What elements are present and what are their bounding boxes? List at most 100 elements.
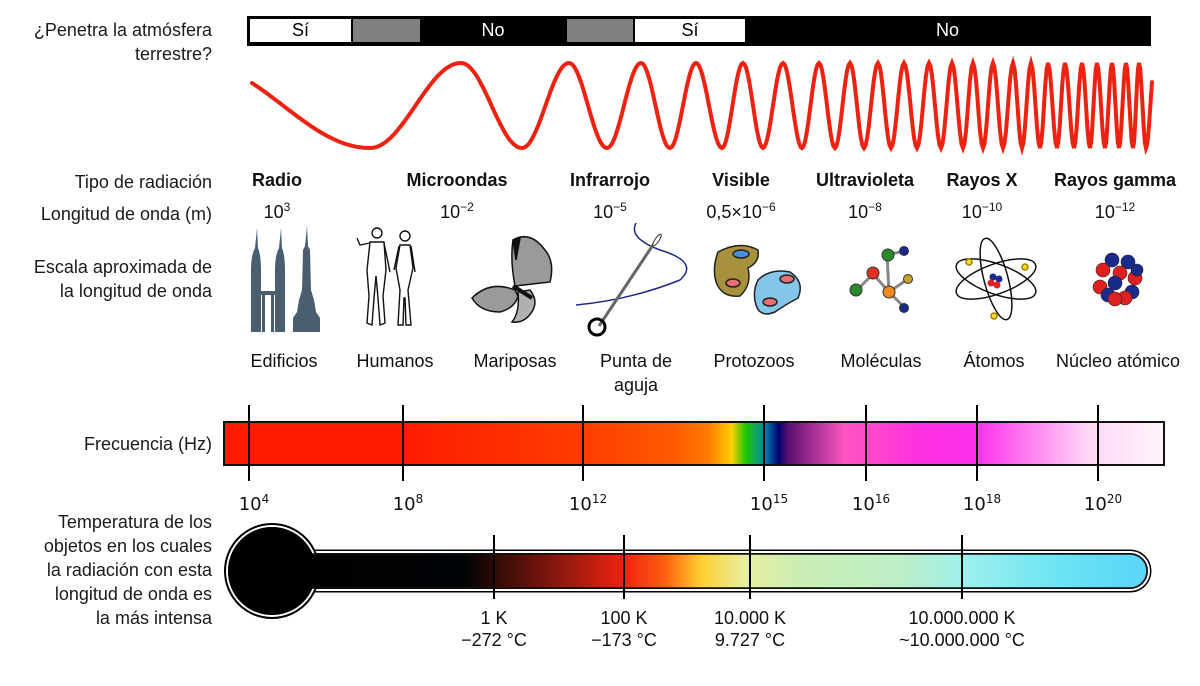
temperature-celsius: 9.727 °C bbox=[714, 630, 786, 650]
atom-icon bbox=[955, 237, 1037, 321]
frequency-tick-label: 1015 bbox=[750, 492, 788, 515]
atmosphere-segment: No bbox=[420, 19, 566, 42]
temperature-tick-label: 10.000.000 K ~10.000.000 °C bbox=[899, 607, 1025, 651]
buildings-icon bbox=[251, 226, 320, 332]
temperature-tick-label: 10.000 K 9.727 °C bbox=[714, 607, 786, 651]
temperature-kelvin: 1 K bbox=[480, 608, 508, 628]
wavelength-exponent: −2 bbox=[460, 200, 474, 214]
atmosphere-segment bbox=[567, 19, 633, 42]
scale-example-label: Protozoos bbox=[713, 349, 794, 373]
frequency-base: 10 bbox=[851, 494, 875, 515]
wavelength-base: 10 bbox=[961, 202, 982, 222]
atmosphere-penetration-bar: Sí No Sí No bbox=[247, 16, 1151, 46]
wave-chirp bbox=[250, 55, 1154, 156]
frequency-exponent: 16 bbox=[874, 492, 891, 506]
temperature-kelvin: 10.000.000 K bbox=[908, 608, 1016, 628]
frequency-tick-label: 108 bbox=[393, 492, 424, 515]
scale-example-label: Punta de aguja bbox=[600, 349, 672, 397]
scale-example-label: Edificios bbox=[250, 349, 317, 373]
temperature-celsius: ~10.000.000 °C bbox=[899, 630, 1025, 650]
temperature-label: Temperatura de los objetos en los cuales… bbox=[0, 510, 212, 630]
wavelength-base: 10 bbox=[848, 202, 869, 222]
wavelength-value: 10−8 bbox=[848, 200, 882, 223]
frequency-exponent: 8 bbox=[415, 492, 424, 506]
wavelength-base: 10 bbox=[593, 202, 614, 222]
radiation-type-name: Rayos X bbox=[946, 170, 1018, 190]
frequency-label: Frecuencia (Hz) bbox=[83, 434, 212, 454]
scale-example-line: Núcleo atómico bbox=[1055, 351, 1181, 371]
frequency-exponent: 4 bbox=[261, 492, 270, 506]
wavelength-base: 0,5×10 bbox=[706, 202, 762, 222]
scale-label-line: Escala aproximada de bbox=[33, 257, 212, 277]
frequency-exponent: 18 bbox=[985, 492, 1002, 506]
scale-example-line: Humanos bbox=[356, 351, 434, 371]
wavelength-value: 10−10 bbox=[962, 200, 1002, 223]
frequency-exponent: 20 bbox=[1106, 492, 1123, 506]
wavelength-exponent: −5 bbox=[613, 200, 627, 214]
wavelength-base: 10 bbox=[1094, 202, 1115, 222]
frequency-exponent: 15 bbox=[772, 492, 789, 506]
frequency-base: 10 bbox=[749, 494, 773, 515]
scale-example-label: Moléculas bbox=[840, 349, 921, 373]
frequency-base: 10 bbox=[962, 494, 986, 515]
frequency-base: 10 bbox=[1083, 494, 1107, 515]
scale-example-line: aguja bbox=[613, 375, 659, 395]
wavelength-value: 0,5×10−6 bbox=[706, 200, 775, 223]
scale-example-line: Átomos bbox=[963, 351, 1025, 371]
temperature-label-line: la más intensa bbox=[95, 608, 212, 628]
wavelength-label: Longitud de onda (m) bbox=[40, 204, 212, 224]
radiation-type-name: Radio bbox=[251, 170, 303, 190]
radiation-type-name: Rayos gamma bbox=[1053, 170, 1177, 190]
wavelength-exponent: −12 bbox=[1114, 200, 1136, 214]
frequency-base: 10 bbox=[392, 494, 416, 515]
protozoa-icon bbox=[713, 244, 801, 315]
frequency-exponent: 12 bbox=[591, 492, 608, 506]
radiation-type-name: Infrarrojo bbox=[569, 170, 651, 190]
scale-example-line: Moléculas bbox=[840, 351, 922, 371]
temperature-kelvin: 100 K bbox=[600, 608, 648, 628]
wavelength-exponent: 3 bbox=[283, 200, 291, 214]
scale-example-label: Mariposas bbox=[473, 349, 556, 373]
radiation-type-name: Microondas bbox=[406, 170, 508, 190]
atmosphere-segment: No bbox=[745, 19, 1150, 42]
radiation-type-name: Ultravioleta bbox=[815, 170, 915, 190]
molecule-icon bbox=[849, 246, 913, 313]
thermometer bbox=[224, 523, 1152, 619]
radiation-type-name: Visible bbox=[712, 170, 770, 190]
wavelength-value: 103 bbox=[264, 200, 291, 223]
frequency-base: 10 bbox=[568, 494, 592, 515]
atmosphere-segment: Sí bbox=[635, 19, 745, 42]
scale-example-label: Átomos bbox=[963, 349, 1024, 373]
wavelength-exponent: −8 bbox=[868, 200, 882, 214]
wavelength-base: 10 bbox=[440, 202, 461, 222]
scale-example-line: Protozoos bbox=[713, 351, 795, 371]
wavelength-exponent: −6 bbox=[761, 200, 776, 214]
frequency-tick-label: 1018 bbox=[963, 492, 1001, 515]
frequency-tick-label: 1012 bbox=[569, 492, 607, 515]
needle-icon bbox=[575, 222, 688, 337]
temperature-label-line: longitud de onda es bbox=[54, 584, 212, 604]
wavelength-value: 10−2 bbox=[440, 200, 474, 223]
scale-example-line: Punta de bbox=[599, 351, 673, 371]
radiation-type-label: Tipo de radiación bbox=[74, 172, 212, 192]
scale-example-line: Mariposas bbox=[473, 351, 557, 371]
nucleus-icon bbox=[1092, 252, 1144, 307]
temperature-kelvin: 10.000 K bbox=[713, 608, 787, 628]
atmosphere-question-line: ¿Penetra la atmósfera bbox=[33, 20, 212, 40]
frequency-tick-label: 104 bbox=[239, 492, 270, 515]
wavelength-base: 10 bbox=[263, 202, 284, 222]
wavelength-value: 10−12 bbox=[1095, 200, 1135, 223]
scale-example-label: Humanos bbox=[356, 349, 433, 373]
scale-example-label: Núcleo atómico bbox=[1056, 349, 1180, 373]
humans-icon bbox=[356, 227, 416, 327]
frequency-tick-label: 1020 bbox=[1084, 492, 1122, 515]
temperature-celsius: −173 °C bbox=[591, 630, 657, 650]
butterfly-icon bbox=[471, 235, 553, 323]
frequency-tick-label: 1016 bbox=[852, 492, 890, 515]
temperature-tick-label: 1 K −272 °C bbox=[461, 607, 527, 651]
temperature-label-line: Temperatura de los bbox=[57, 512, 212, 532]
wavelength-exponent: −10 bbox=[981, 200, 1003, 214]
atmosphere-question-label: ¿Penetra la atmósfera terrestre? bbox=[0, 18, 212, 66]
frequency-spectrum-bar bbox=[223, 405, 1165, 481]
atmosphere-question-line: terrestre? bbox=[134, 44, 212, 64]
